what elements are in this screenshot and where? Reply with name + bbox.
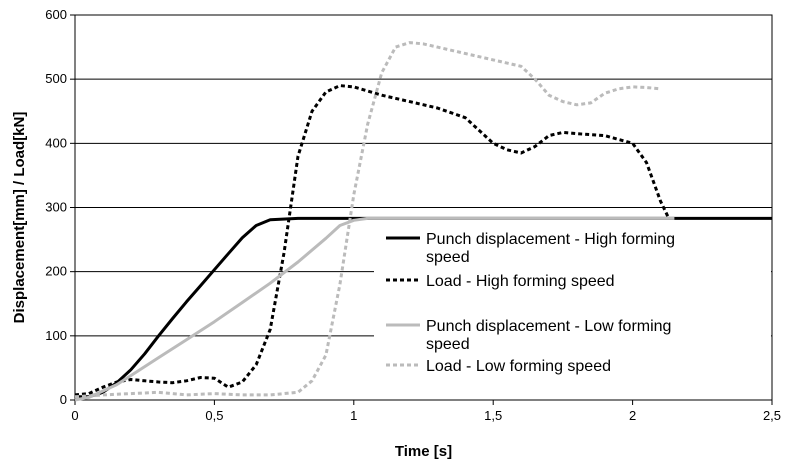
y-axis-title: Displacement[mm] / Load[kN] (11, 112, 28, 324)
x-tick-label: 0,5 (205, 408, 223, 423)
y-tick-label: 600 (45, 7, 67, 22)
legend-label: speed (426, 336, 470, 353)
legend-label: speed (426, 249, 470, 266)
y-tick-label: 200 (45, 264, 67, 279)
y-tick-label: 100 (45, 328, 67, 343)
y-tick-label: 300 (45, 200, 67, 215)
series-line-0 (75, 216, 772, 399)
x-tick-label: 2 (629, 408, 636, 423)
series-line-1 (74, 84, 671, 397)
x-tick-label: 2,5 (763, 408, 781, 423)
legend-label: Punch displacement - Low forming (426, 318, 671, 335)
y-tick-label: 400 (45, 135, 67, 150)
legend-label: Punch displacement - High forming (426, 231, 675, 248)
series-line-2 (74, 216, 675, 402)
y-tick-label: 0 (60, 392, 67, 407)
legend: Punch displacement - High formingspeedLo… (374, 225, 771, 385)
x-tick-label: 1,5 (484, 408, 502, 423)
legend-label: Load - High forming speed (426, 273, 615, 290)
series-line-3 (74, 41, 661, 399)
y-axis-ticks: 0 100 200 300 400 500 600 (45, 7, 75, 407)
legend-background (374, 225, 771, 385)
x-tick-label: 0 (71, 408, 78, 423)
x-axis-ticks: 0 0,5 1 1,5 2 2,5 (71, 400, 781, 423)
y-tick-label: 500 (45, 71, 67, 86)
x-tick-label: 1 (350, 408, 357, 423)
series-lines (74, 41, 772, 402)
x-axis-title: Time [s] (395, 443, 452, 460)
legend-label: Load - Low forming speed (426, 358, 611, 375)
